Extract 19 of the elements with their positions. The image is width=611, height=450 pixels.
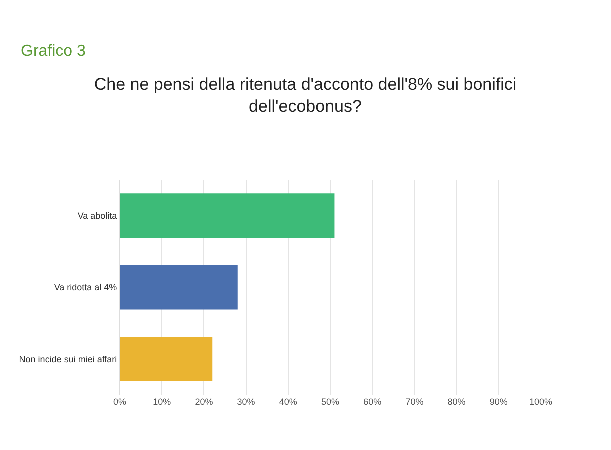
x-tick-label: 0% — [113, 397, 127, 407]
x-tick-label: 60% — [364, 397, 382, 407]
text: Grafico 3 — [21, 43, 86, 60]
x-tick-label: 40% — [279, 397, 298, 407]
x-tick-label: 70% — [406, 397, 424, 407]
bar — [120, 336, 213, 382]
y-tick-label: Va ridotta al 4% — [54, 282, 118, 293]
bar — [120, 194, 335, 238]
x-tick-label: 80% — [448, 397, 466, 407]
chart-title: Che ne pensi della ritenuta d'acconto dell'8% sui bonifici dell'ecobonus? — [94, 75, 517, 116]
x-tick-label: 90% — [490, 397, 508, 407]
x-tick-label: 30% — [237, 397, 256, 407]
x-tick-label: 20% — [195, 397, 214, 407]
y-tick-label: Va abolita — [78, 210, 118, 221]
x-tick-label: 100% — [529, 397, 553, 407]
y-tick-label: Non incide sui miei affari — [19, 354, 118, 364]
x-tick-label: 50% — [321, 397, 340, 407]
bar — [120, 265, 238, 310]
x-tick-label: 10% — [153, 397, 172, 407]
